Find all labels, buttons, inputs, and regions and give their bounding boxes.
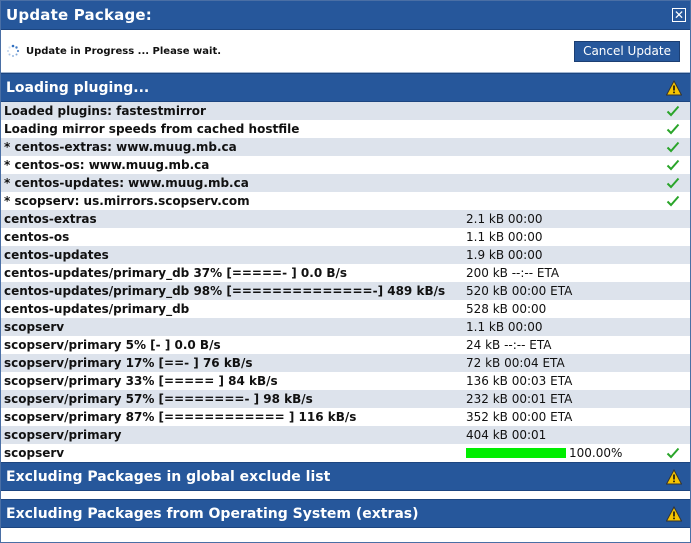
log-row: centos-os 1.1 kB 00:00 xyxy=(1,228,690,246)
checkmark-icon xyxy=(666,159,680,171)
log-row-text: scopserv/primary 87% [============ ] 116… xyxy=(4,410,357,424)
log-row-info: 232 kB 00:01 ETA xyxy=(466,392,573,406)
log-row-text: centos-updates/primary_db 37% [=====- ] … xyxy=(4,266,348,280)
log-row-text: centos-os xyxy=(4,230,70,244)
status-group: Update in Progress ... Please wait. xyxy=(6,44,221,58)
log-row: * scopserv: us.mirrors.scopserv.com xyxy=(1,192,690,210)
log-row-text: scopserv xyxy=(4,320,65,334)
log-row: centos-updates/primary_db 37% [=====- ] … xyxy=(1,264,690,282)
checkmark-icon xyxy=(666,141,680,153)
log-row: centos-updates 1.9 kB 00:00 xyxy=(1,246,690,264)
log-row-text: scopserv/primary 33% [===== ] 84 kB/s xyxy=(4,374,278,388)
log-row-text: scopserv/primary xyxy=(4,428,122,442)
log-row-info: 1.1 kB 00:00 xyxy=(466,320,543,334)
log-row: * centos-updates: www.muug.mb.ca xyxy=(1,174,690,192)
log-row-final: scopserv 100.00% xyxy=(1,444,690,462)
log-row: scopserv/primary 404 kB 00:01 xyxy=(1,426,690,444)
log-row-text: centos-updates xyxy=(4,248,109,262)
log-row-info: 520 kB 00:00 ETA xyxy=(466,284,573,298)
log-row-text: centos-extras xyxy=(4,212,97,226)
section-title: Excluding Packages from Operating System… xyxy=(6,505,419,522)
log-row-info: 404 kB 00:01 xyxy=(466,428,547,442)
log-row-info: 1.1 kB 00:00 xyxy=(466,230,543,244)
log-row-text: Loaded plugins: fastestmirror xyxy=(4,104,206,118)
progress-bar-fill xyxy=(466,448,566,458)
log-row: scopserv/primary 33% [===== ] 84 kB/s 136… xyxy=(1,372,690,390)
progress-percent: 100.00% xyxy=(569,446,623,460)
checkmark-icon xyxy=(666,195,680,207)
checkmark-icon xyxy=(666,447,680,459)
log-row: scopserv/primary 87% [============ ] 116… xyxy=(1,408,690,426)
log-row-text: centos-updates/primary_db xyxy=(4,302,190,316)
log-row-text: scopserv/primary 5% [- ] 0.0 B/s xyxy=(4,338,221,352)
log-row-text: centos-updates/primary_db 98% [=========… xyxy=(4,284,446,298)
section-title: Excluding Packages in global exclude lis… xyxy=(6,468,331,485)
dialog-title: Update Package: xyxy=(6,6,152,24)
log-row-text: scopserv/primary 17% [==- ] 76 kB/s xyxy=(4,356,253,370)
dialog-titlebar: Update Package: ✕ xyxy=(1,1,690,30)
log-row-info: 136 kB 00:03 ETA xyxy=(466,374,573,388)
log-row: centos-updates/primary_db 528 kB 00:00 xyxy=(1,300,690,318)
log-row-text: scopserv/primary 57% [========- ] 98 kB/… xyxy=(4,392,313,406)
log-row: * centos-os: www.muug.mb.ca xyxy=(1,156,690,174)
log-row-text: * centos-updates: www.muug.mb.ca xyxy=(4,176,249,190)
log-row-text: Loading mirror speeds from cached hostfi… xyxy=(4,122,300,136)
log-row: scopserv/primary 57% [========- ] 98 kB/… xyxy=(1,390,690,408)
section-header-os-extras[interactable]: Excluding Packages from Operating System… xyxy=(1,499,690,528)
log-row: scopserv/primary 17% [==- ] 76 kB/s 72 kB… xyxy=(1,354,690,372)
cancel-update-button[interactable]: Cancel Update xyxy=(574,40,680,62)
section-title: Loading pluging... xyxy=(6,79,150,96)
section-header-loading-plugins[interactable]: Loading pluging... xyxy=(1,73,690,102)
log-row-info: 528 kB 00:00 xyxy=(466,302,547,316)
checkmark-icon xyxy=(666,177,680,189)
warning-icon xyxy=(666,79,682,95)
log-row: scopserv 1.1 kB 00:00 xyxy=(1,318,690,336)
section-spacer xyxy=(1,491,690,499)
spinner-icon xyxy=(7,44,20,57)
log-row-text: scopserv xyxy=(4,446,65,460)
log-row: * centos-extras: www.muug.mb.ca xyxy=(1,138,690,156)
close-icon[interactable]: ✕ xyxy=(672,8,686,22)
log-row-info: 200 kB --:-- ETA xyxy=(466,266,560,280)
log-row-text: * scopserv: us.mirrors.scopserv.com xyxy=(4,194,250,208)
status-bar: Update in Progress ... Please wait. Canc… xyxy=(1,30,690,73)
warning-icon xyxy=(666,468,682,484)
checkmark-icon xyxy=(666,105,680,117)
log-row-info: 2.1 kB 00:00 xyxy=(466,212,543,226)
log-output: Loaded plugins: fastestmirror Loading mir… xyxy=(1,102,690,462)
log-row-text: * centos-extras: www.muug.mb.ca xyxy=(4,140,237,154)
log-row-info: 24 kB --:-- ETA xyxy=(466,338,552,352)
log-row: scopserv/primary 5% [- ] 0.0 B/s 24 kB --… xyxy=(1,336,690,354)
log-row: centos-updates/primary_db 98% [=========… xyxy=(1,282,690,300)
warning-icon xyxy=(666,505,682,521)
log-row: centos-extras 2.1 kB 00:00 xyxy=(1,210,690,228)
status-text: Update in Progress ... Please wait. xyxy=(26,45,222,57)
log-row: Loaded plugins: fastestmirror xyxy=(1,102,690,120)
section-header-global-exclude[interactable]: Excluding Packages in global exclude lis… xyxy=(1,462,690,491)
log-row-info: 72 kB 00:04 ETA xyxy=(466,356,565,370)
log-row: Loading mirror speeds from cached hostfi… xyxy=(1,120,690,138)
log-row-info: 1.9 kB 00:00 xyxy=(466,248,543,262)
log-row-text: * centos-os: www.muug.mb.ca xyxy=(4,158,210,172)
log-row-info: 352 kB 00:00 ETA xyxy=(466,410,573,424)
checkmark-icon xyxy=(666,123,680,135)
